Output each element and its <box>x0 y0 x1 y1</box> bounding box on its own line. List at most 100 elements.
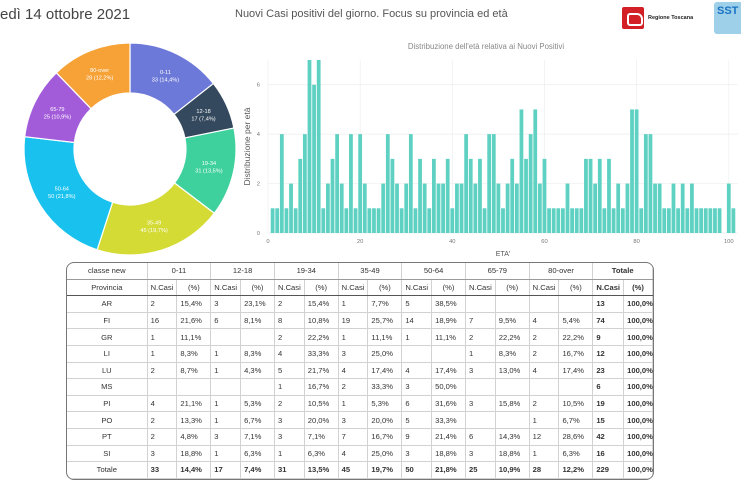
bar-age-9 <box>307 60 312 233</box>
bar-age-98 <box>717 208 722 233</box>
bar-age-4 <box>284 208 289 233</box>
pct-cell: 5,4% <box>558 312 594 330</box>
bar-age-54 <box>514 183 519 233</box>
count-cell <box>147 378 178 396</box>
bar-age-39 <box>445 158 450 233</box>
table-row-AR: AR 2 15,4% 3 23,1% 2 15,4% 1 7,7% 5 38,5% 13 100,0% <box>67 295 653 313</box>
grand-total-count-cell: 229 <box>592 461 625 479</box>
count-cell: 3 <box>401 445 433 463</box>
header-pct-35-49: (%) <box>367 279 403 297</box>
pct-cell: 8,3% <box>176 345 212 363</box>
bar-age-100 <box>726 183 731 233</box>
count-cell: 2 <box>274 395 305 413</box>
pct-cell <box>176 378 212 396</box>
pct-cell <box>558 295 594 313</box>
count-cell: 1 <box>338 295 369 313</box>
bar-age-36 <box>431 158 436 233</box>
count-cell: 3 <box>274 428 305 446</box>
count-cell: 3 <box>465 445 496 463</box>
header-group-35-49: 35-49 <box>338 263 403 280</box>
pct-cell: 18,8% <box>495 445 530 463</box>
pct-cell: 16,7% <box>558 345 594 363</box>
bar-age-3 <box>279 134 284 233</box>
bar-age-87 <box>666 208 671 233</box>
province-cell: SI <box>67 445 148 463</box>
bar-age-20 <box>358 134 363 233</box>
count-cell: 2 <box>338 378 369 396</box>
bar-age-49 <box>491 134 496 233</box>
pct-cell: 11,1% <box>367 328 403 346</box>
pct-cell: 18,8% <box>176 445 212 463</box>
count-cell: 1 <box>274 378 305 396</box>
count-cell <box>210 378 242 396</box>
header-group-0-11: 0-11 <box>147 263 212 280</box>
bar-age-27 <box>390 158 395 233</box>
sst-logo-text: SST <box>717 5 739 17</box>
donut-label-80-over: 80-over <box>90 68 109 74</box>
x-tick-20: 20 <box>357 239 363 245</box>
total-pct-cell: 100,0% <box>623 345 653 363</box>
count-cell: 2 <box>529 395 560 413</box>
bar-age-38 <box>441 183 445 233</box>
pct-cell: 33,3% <box>304 345 339 363</box>
total-count-cell: 74 <box>592 312 625 330</box>
count-cell: 1 <box>274 445 305 463</box>
total-pct-cell: 100,0% <box>623 312 653 330</box>
province-cell: PT <box>67 428 148 446</box>
count-cell: 1 <box>529 445 560 463</box>
x-tick-80: 80 <box>633 239 639 245</box>
bar-age-41 <box>455 183 459 233</box>
pct-cell: 8,3% <box>495 345 530 363</box>
bar-age-79 <box>630 109 634 233</box>
bar-age-88 <box>671 183 676 233</box>
count-cell: 1 <box>401 328 433 346</box>
pct-cell: 25,0% <box>367 445 403 463</box>
pct-cell: 10,8% <box>304 312 339 330</box>
pct-cell: 50,0% <box>431 378 466 396</box>
bar-age-81 <box>639 208 644 233</box>
header-ncasi-totale: N.Casi <box>592 279 625 297</box>
pct-cell: 33,3% <box>431 411 466 429</box>
totals-count-cell: 28 <box>529 461 560 479</box>
bar-age-16 <box>339 183 344 233</box>
bar-age-2 <box>275 208 280 233</box>
totals-pct-cell: 12,2% <box>558 461 594 479</box>
pct-cell <box>495 295 530 313</box>
header-ncasi-19-34: N.Casi <box>274 279 305 297</box>
pct-cell: 15,4% <box>176 295 212 313</box>
pct-cell: 9,5% <box>495 312 530 330</box>
totals-count-cell: 33 <box>147 461 178 479</box>
header-ncasi-50-64: N.Casi <box>401 279 433 297</box>
bar-age-8 <box>302 134 307 233</box>
bar-age-26 <box>385 134 390 233</box>
grand-total-pct-cell: 100,0% <box>623 461 653 479</box>
pct-cell: 22,2% <box>558 328 594 346</box>
count-cell: 1 <box>147 328 178 346</box>
pct-cell <box>495 378 530 396</box>
table-row-MS: MS 1 16,7% 2 33,3% 3 50,0% 6 100,0% <box>67 378 653 396</box>
pct-cell: 13,0% <box>495 362 530 380</box>
count-cell: 2 <box>529 328 560 346</box>
bar-age-89 <box>676 208 680 233</box>
bar-age-23 <box>372 208 376 233</box>
totals-pct-cell: 10,9% <box>495 461 530 479</box>
pct-cell: 6,3% <box>240 445 275 463</box>
province-cell: LU <box>67 362 148 380</box>
pct-cell: 17,4% <box>367 362 403 380</box>
table-row-LU: LU 2 8,7% 1 4,3% 5 21,7% 4 17,4% 4 17,4% 3 13,0% 4 17,… <box>67 362 653 380</box>
count-cell: 3 <box>465 395 496 413</box>
donut-label-12-18: 12-18 <box>196 109 210 115</box>
pct-cell: 22,2% <box>495 328 530 346</box>
bar-age-17 <box>344 208 349 233</box>
bar-age-5 <box>289 183 293 233</box>
pct-cell: 7,1% <box>304 428 339 446</box>
bar-age-21 <box>362 183 367 233</box>
pct-cell: 18,9% <box>431 312 466 330</box>
count-cell: 4 <box>274 345 305 363</box>
count-cell: 3 <box>338 345 369 363</box>
totals-pct-cell: 13,5% <box>304 461 339 479</box>
pct-cell: 16,7% <box>304 378 339 396</box>
count-cell: 3 <box>274 411 305 429</box>
header-ncasi-12-18: N.Casi <box>210 279 242 297</box>
bar-age-63 <box>556 208 561 233</box>
